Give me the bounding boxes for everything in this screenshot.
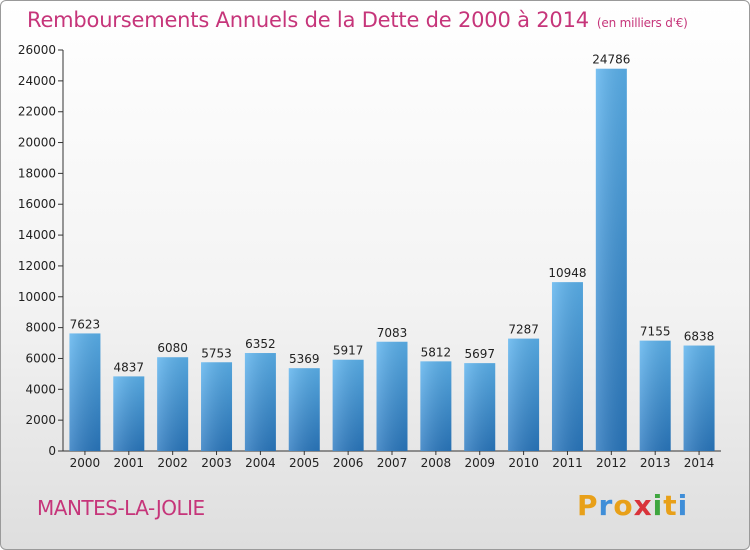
x-tick-label: 2003 xyxy=(201,456,232,470)
city-name: MANTES-LA-JOLIE xyxy=(37,496,205,520)
bar-value-label: 4837 xyxy=(114,360,145,374)
bar-highlight xyxy=(288,368,320,451)
x-tick-label: 2013 xyxy=(640,456,671,470)
y-tick-label: 4000 xyxy=(25,382,56,396)
x-tick-label: 2001 xyxy=(114,456,145,470)
bar-value-label: 24786 xyxy=(592,53,630,67)
bar-highlight xyxy=(508,338,540,451)
x-tick-label: 2007 xyxy=(377,456,408,470)
chart-title-text: Remboursements Annuels de la Dette de 20… xyxy=(27,8,589,32)
bar-value-label: 5917 xyxy=(333,344,364,358)
x-tick-label: 2000 xyxy=(70,456,101,470)
bar-highlight xyxy=(113,376,145,451)
x-tick-label: 2010 xyxy=(508,456,539,470)
bar-value-label: 5812 xyxy=(421,345,452,359)
x-tick-label: 2014 xyxy=(684,456,715,470)
bar-highlight xyxy=(551,282,583,451)
y-tick-label: 16000 xyxy=(18,197,56,211)
bar-highlight xyxy=(201,362,233,451)
bar-value-label: 5369 xyxy=(289,352,320,366)
y-tick-label: 2000 xyxy=(25,413,56,427)
bar-highlight xyxy=(376,341,408,451)
proxiti-logo: Proxiti xyxy=(577,489,689,522)
y-tick-label: 14000 xyxy=(18,228,56,242)
bar-value-label: 6838 xyxy=(684,330,715,344)
y-tick-label: 12000 xyxy=(18,259,56,273)
y-tick-label: 10000 xyxy=(18,290,56,304)
axes: 0 2000 4000 6000 8000 10000 12000 14000 16000 180… xyxy=(18,43,721,470)
bar-value-label: 7083 xyxy=(377,326,408,340)
x-tick-label: 2009 xyxy=(464,456,495,470)
bar-highlight xyxy=(683,345,715,451)
bar-value-label: 6352 xyxy=(245,337,276,351)
bar-highlight xyxy=(157,357,189,451)
bar-highlight xyxy=(595,68,627,451)
y-tick-label: 22000 xyxy=(18,105,56,119)
chart-subtitle: (en milliers d'€) xyxy=(596,16,688,30)
y-tick-label: 20000 xyxy=(18,136,56,150)
x-tick-label: 2004 xyxy=(245,456,276,470)
bar-highlight xyxy=(69,333,101,451)
bars: 7623 4837 6080 5753 6352 5369 5917 7083 5812 5697… xyxy=(69,53,715,451)
bar-value-label: 7623 xyxy=(70,317,101,331)
x-tick-label: 2011 xyxy=(552,456,583,470)
chart-title: Remboursements Annuels de la Dette de 20… xyxy=(27,8,688,32)
y-tick-label: 24000 xyxy=(18,74,56,88)
bar-value-label: 5697 xyxy=(464,347,495,361)
bar-value-label: 7155 xyxy=(640,325,671,339)
bar-highlight xyxy=(332,359,364,451)
x-tick-label: 2006 xyxy=(333,456,364,470)
y-tick-label: 18000 xyxy=(18,166,56,180)
x-tick-label: 2012 xyxy=(596,456,627,470)
x-tick-label: 2005 xyxy=(289,456,320,470)
bar-value-label: 7287 xyxy=(508,323,539,337)
bar-value-label: 5753 xyxy=(201,346,232,360)
x-tick-label: 2002 xyxy=(157,456,188,470)
y-tick-label: 6000 xyxy=(25,351,56,365)
bar-highlight xyxy=(464,363,496,451)
y-tick-label: 8000 xyxy=(25,321,56,335)
bar-value-label: 10948 xyxy=(548,266,586,280)
bar-highlight xyxy=(639,340,671,451)
bar-value-label: 6080 xyxy=(157,341,188,355)
y-tick-label: 26000 xyxy=(18,43,56,57)
y-tick-label: 0 xyxy=(48,444,56,458)
bar-highlight xyxy=(420,361,452,451)
bar-highlight xyxy=(244,353,276,451)
x-tick-label: 2008 xyxy=(421,456,452,470)
